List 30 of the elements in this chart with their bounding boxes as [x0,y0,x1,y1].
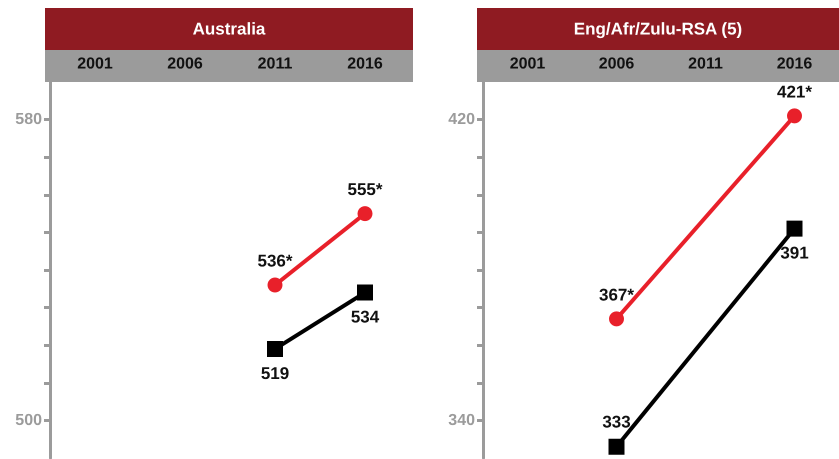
point [786,220,802,237]
y-tick-label: 420 [448,111,476,128]
point [268,278,282,293]
data-label: 367* [599,285,634,304]
x-tick-label: 2016 [347,56,383,72]
x-tick-label: 2011 [688,56,723,72]
y-tick-label: 340 [448,412,476,429]
point [608,438,624,455]
x-tick-label: 2006 [167,56,203,72]
point [609,311,624,326]
point [267,340,283,357]
data-label: 536* [258,252,293,271]
data-label: 534 [350,308,380,327]
x-tick-label: 2001 [510,56,546,72]
x-tick-label: 2006 [598,56,634,72]
chart-title: Australia [192,20,266,38]
y-tick-label: 500 [15,412,42,429]
data-label: 333 [602,412,631,432]
y-tick-label: 580 [15,111,42,128]
chart-title: Eng/Afr/Zulu-RSA (5) [574,20,742,38]
data-label: 519 [260,364,290,383]
data-label: 555* [348,180,383,200]
point [357,284,373,301]
x-tick-label: 2011 [258,56,292,72]
data-label: 391 [780,244,809,263]
point [358,206,372,222]
x-tick-label: 2001 [77,56,113,72]
point [787,108,802,124]
x-tick-label: 2016 [776,56,812,72]
data-label: 421* [777,82,812,102]
